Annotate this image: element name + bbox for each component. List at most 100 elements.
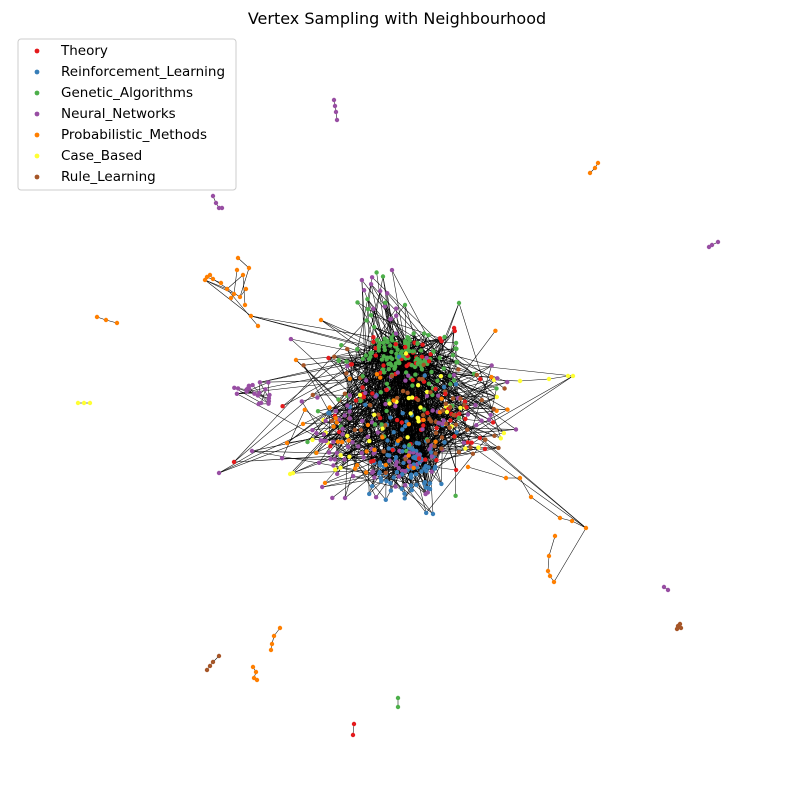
graph-node-neural-networks: [328, 457, 333, 462]
legend-marker-reinforcement-learning: [34, 69, 40, 75]
legend-frame: [17, 38, 237, 191]
graph-node-case-based: [498, 436, 503, 441]
graph-node-probabilistic-methods: [234, 267, 240, 273]
graph-node-reinforcement-learning: [367, 491, 372, 497]
graph-node-neural-networks: [350, 440, 355, 445]
graph-node-genetic-algorithms: [368, 313, 374, 318]
graph-node-neural-networks: [216, 470, 222, 476]
graph-node-reinforcement-learning: [377, 471, 382, 476]
graph-node-rule-learning: [383, 423, 388, 428]
graph-edge: [366, 349, 407, 452]
graph-node-reinforcement-learning: [414, 482, 419, 488]
graph-node-genetic-algorithms: [431, 349, 436, 354]
graph-node-neural-networks: [244, 389, 249, 394]
graph-node-theory: [280, 404, 285, 409]
graph-edge: [361, 372, 385, 422]
graph-edge: [316, 405, 348, 453]
graph-node-probabilistic-methods: [335, 439, 341, 444]
graph-node-neural-networks: [359, 277, 365, 283]
graph-node-rule-learning: [342, 391, 348, 396]
graph-node-rule-learning: [433, 451, 438, 456]
graph-node-reinforcement-learning: [383, 497, 388, 502]
graph-node-neural-networks: [403, 468, 408, 474]
graph-node-reinforcement-learning: [400, 449, 405, 454]
graph-node-neural-networks: [351, 474, 356, 479]
graph-node-neural-networks: [210, 193, 216, 199]
legend-marker-probabilistic-methods: [34, 132, 40, 138]
graph-edge: [226, 288, 259, 327]
graph-node-rule-learning: [204, 667, 210, 673]
graph-edge: [385, 302, 425, 469]
graph-node-genetic-algorithms: [415, 361, 421, 366]
graph-edge: [365, 355, 373, 473]
graph-node-case-based: [570, 373, 576, 379]
graph-edge: [530, 496, 561, 519]
graph-node-genetic-algorithms: [355, 300, 360, 305]
graph-node-genetic-algorithms: [394, 351, 399, 356]
graph-node-neural-networks: [235, 386, 241, 391]
graph-node-genetic-algorithms: [403, 370, 409, 375]
graph-node-neural-networks: [420, 427, 425, 432]
graph-edge: [571, 520, 587, 529]
graph-node-rule-learning: [329, 418, 334, 424]
graph-node-neural-networks: [370, 470, 375, 475]
graph-node-theory: [360, 385, 365, 390]
legend-marker-neural-networks: [34, 111, 40, 117]
graph-node-genetic-algorithms: [453, 340, 459, 346]
graph-node-probabilistic-methods: [595, 160, 601, 166]
graph-node-probabilistic-methods: [235, 255, 241, 261]
graph-edge: [233, 450, 417, 463]
graph-node-case-based: [380, 426, 385, 431]
graph-node-rule-learning: [440, 408, 446, 413]
graph-node-neural-networks: [396, 465, 401, 471]
graph-node-neural-networks: [316, 460, 322, 465]
graph-node-theory: [328, 444, 333, 449]
graph-node-neural-networks: [371, 451, 376, 456]
graph-node-theory: [390, 447, 395, 453]
graph-edge: [218, 374, 477, 474]
graph-node-neural-networks: [403, 378, 408, 383]
graph-node-neural-networks: [342, 495, 348, 501]
graph-node-neural-networks: [474, 423, 479, 428]
graph-node-neural-networks: [423, 491, 428, 497]
graph-node-genetic-algorithms: [376, 343, 382, 348]
graph-node-probabilistic-methods: [224, 286, 230, 292]
graph-node-reinforcement-learning: [402, 496, 407, 501]
graph-node-probabilistic-methods: [383, 462, 388, 468]
graph-node-probabilistic-methods: [242, 302, 248, 308]
graph-node-genetic-algorithms: [447, 373, 453, 378]
graph-node-probabilistic-methods: [378, 375, 383, 380]
graph-node-rule-learning: [451, 412, 456, 418]
graph-node-genetic-algorithms: [385, 355, 390, 360]
graph-node-probabilistic-methods: [354, 463, 360, 468]
graph-node-theory: [416, 456, 422, 461]
graph-node-reinforcement-learning: [327, 411, 332, 416]
graph-node-neural-networks: [372, 475, 377, 480]
legend-label: Neural_Networks: [61, 106, 176, 122]
graph-edge: [233, 269, 238, 295]
graph-node-probabilistic-methods: [552, 533, 558, 539]
graph-edge: [350, 364, 356, 469]
graph-node-case-based: [418, 405, 423, 410]
graph-edge: [406, 432, 504, 452]
graph-node-reinforcement-learning: [388, 415, 393, 420]
graph-edge: [250, 315, 374, 338]
graph-node-genetic-algorithms: [450, 353, 455, 358]
graph-node-neural-networks: [331, 97, 337, 103]
graph-node-genetic-algorithms: [395, 347, 400, 352]
graph-node-probabilistic-methods: [250, 664, 256, 670]
graph-node-case-based: [310, 437, 315, 443]
graph-node-rule-learning: [456, 449, 462, 455]
graph-node-neural-networks: [424, 355, 429, 360]
graph-node-probabilistic-methods: [347, 376, 352, 381]
diagram-title: Vertex Sampling with Neighbourhood: [248, 9, 546, 28]
graph-edge: [317, 342, 397, 398]
graph-node-genetic-algorithms: [413, 372, 418, 377]
graph-node-reinforcement-learning: [394, 469, 400, 475]
graph-node-neural-networks: [345, 364, 350, 369]
graph-node-genetic-algorithms: [414, 356, 420, 361]
graph-node-rule-learning: [210, 659, 216, 665]
graph-node-reinforcement-learning: [385, 438, 390, 443]
graph-edge: [329, 412, 399, 442]
graph-node-rule-learning: [428, 390, 433, 395]
